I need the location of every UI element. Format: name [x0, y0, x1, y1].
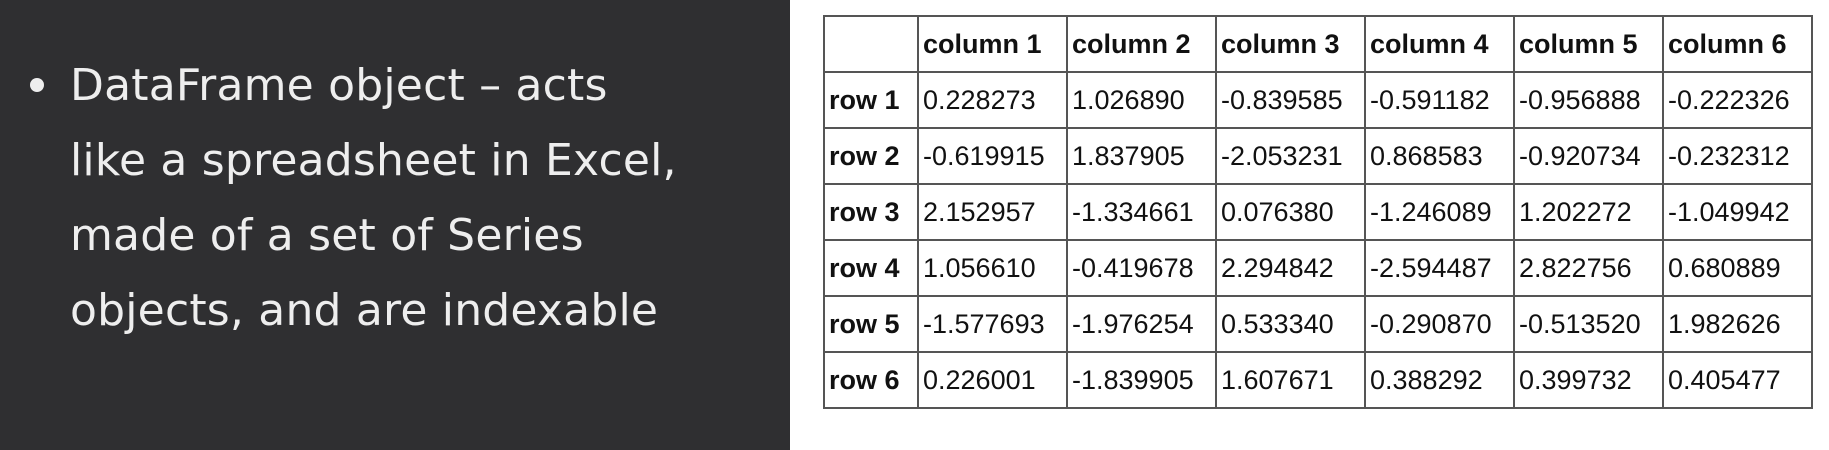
- bullet-line: objects, and are indexable: [70, 285, 659, 336]
- table-cell: 1.056610: [917, 239, 1068, 297]
- table-cell: -0.920734: [1513, 127, 1664, 185]
- table-cell: -1.246089: [1364, 183, 1515, 241]
- bullet-line: like a spreadsheet in Excel,: [70, 135, 677, 186]
- table-cell: -1.577693: [917, 295, 1068, 353]
- row-header: row 3: [823, 183, 919, 241]
- bullet-list: DataFrame object – acts like a spreadshe…: [26, 48, 776, 348]
- column-header: column 2: [1066, 15, 1217, 73]
- table-cell: -2.053231: [1215, 127, 1366, 185]
- table-cell: -0.222326: [1662, 71, 1813, 129]
- table-corner-cell: [823, 15, 919, 73]
- table-cell: 1.026890: [1066, 71, 1217, 129]
- table-cell: -0.591182: [1364, 71, 1515, 129]
- row-header: row 5: [823, 295, 919, 353]
- bullet-text: DataFrame object – acts like a spreadshe…: [70, 48, 730, 348]
- table-cell: -0.232312: [1662, 127, 1813, 185]
- table-cell: -1.049942: [1662, 183, 1813, 241]
- table-header-row: column 1 column 2 column 3 column 4 colu…: [823, 15, 1813, 73]
- table-cell: 2.152957: [917, 183, 1068, 241]
- table-cell: 1.837905: [1066, 127, 1217, 185]
- row-header: row 1: [823, 71, 919, 129]
- table-cell: 0.868583: [1364, 127, 1515, 185]
- bullet-line: made of a set of Series: [70, 210, 584, 261]
- column-header: column 5: [1513, 15, 1664, 73]
- table-cell: -0.290870: [1364, 295, 1515, 353]
- table-row: row 3 2.152957 -1.334661 0.076380 -1.246…: [823, 183, 1813, 241]
- table-cell: 0.680889: [1662, 239, 1813, 297]
- table-cell: 0.399732: [1513, 351, 1664, 409]
- table-cell: -1.976254: [1066, 295, 1217, 353]
- bullet-dot-icon: [30, 78, 44, 92]
- table-cell: 0.405477: [1662, 351, 1813, 409]
- dataframe-table: column 1 column 2 column 3 column 4 colu…: [823, 15, 1813, 409]
- table-row: row 6 0.226001 -1.839905 1.607671 0.3882…: [823, 351, 1813, 409]
- table-cell: -2.594487: [1364, 239, 1515, 297]
- table-cell: 1.202272: [1513, 183, 1664, 241]
- column-header: column 1: [917, 15, 1068, 73]
- row-header: row 6: [823, 351, 919, 409]
- row-header: row 2: [823, 127, 919, 185]
- row-header: row 4: [823, 239, 919, 297]
- table-cell: 1.982626: [1662, 295, 1813, 353]
- slide-text-panel: DataFrame object – acts like a spreadshe…: [0, 0, 790, 450]
- table-cell: 2.822756: [1513, 239, 1664, 297]
- table-cell: 0.226001: [917, 351, 1068, 409]
- table-cell: 0.388292: [1364, 351, 1515, 409]
- table-row: row 1 0.228273 1.026890 -0.839585 -0.591…: [823, 71, 1813, 129]
- table-row: row 4 1.056610 -0.419678 2.294842 -2.594…: [823, 239, 1813, 297]
- table-cell: -1.839905: [1066, 351, 1217, 409]
- table-cell: 0.076380: [1215, 183, 1366, 241]
- table-cell: 1.607671: [1215, 351, 1366, 409]
- table-cell: -1.334661: [1066, 183, 1217, 241]
- table-cell: -0.513520: [1513, 295, 1664, 353]
- table-cell: -0.956888: [1513, 71, 1664, 129]
- table-row: row 5 -1.577693 -1.976254 0.533340 -0.29…: [823, 295, 1813, 353]
- table-row: row 2 -0.619915 1.837905 -2.053231 0.868…: [823, 127, 1813, 185]
- table-cell: -0.619915: [917, 127, 1068, 185]
- table-cell: 2.294842: [1215, 239, 1366, 297]
- table-cell: 0.533340: [1215, 295, 1366, 353]
- column-header: column 6: [1662, 15, 1813, 73]
- table-cell: 0.228273: [917, 71, 1068, 129]
- column-header: column 4: [1364, 15, 1515, 73]
- table-panel: column 1 column 2 column 3 column 4 colu…: [790, 0, 1829, 450]
- table-cell: -0.839585: [1215, 71, 1366, 129]
- bullet-item: DataFrame object – acts like a spreadshe…: [26, 48, 776, 348]
- bullet-line: DataFrame object – acts: [70, 60, 608, 111]
- column-header: column 3: [1215, 15, 1366, 73]
- table-cell: -0.419678: [1066, 239, 1217, 297]
